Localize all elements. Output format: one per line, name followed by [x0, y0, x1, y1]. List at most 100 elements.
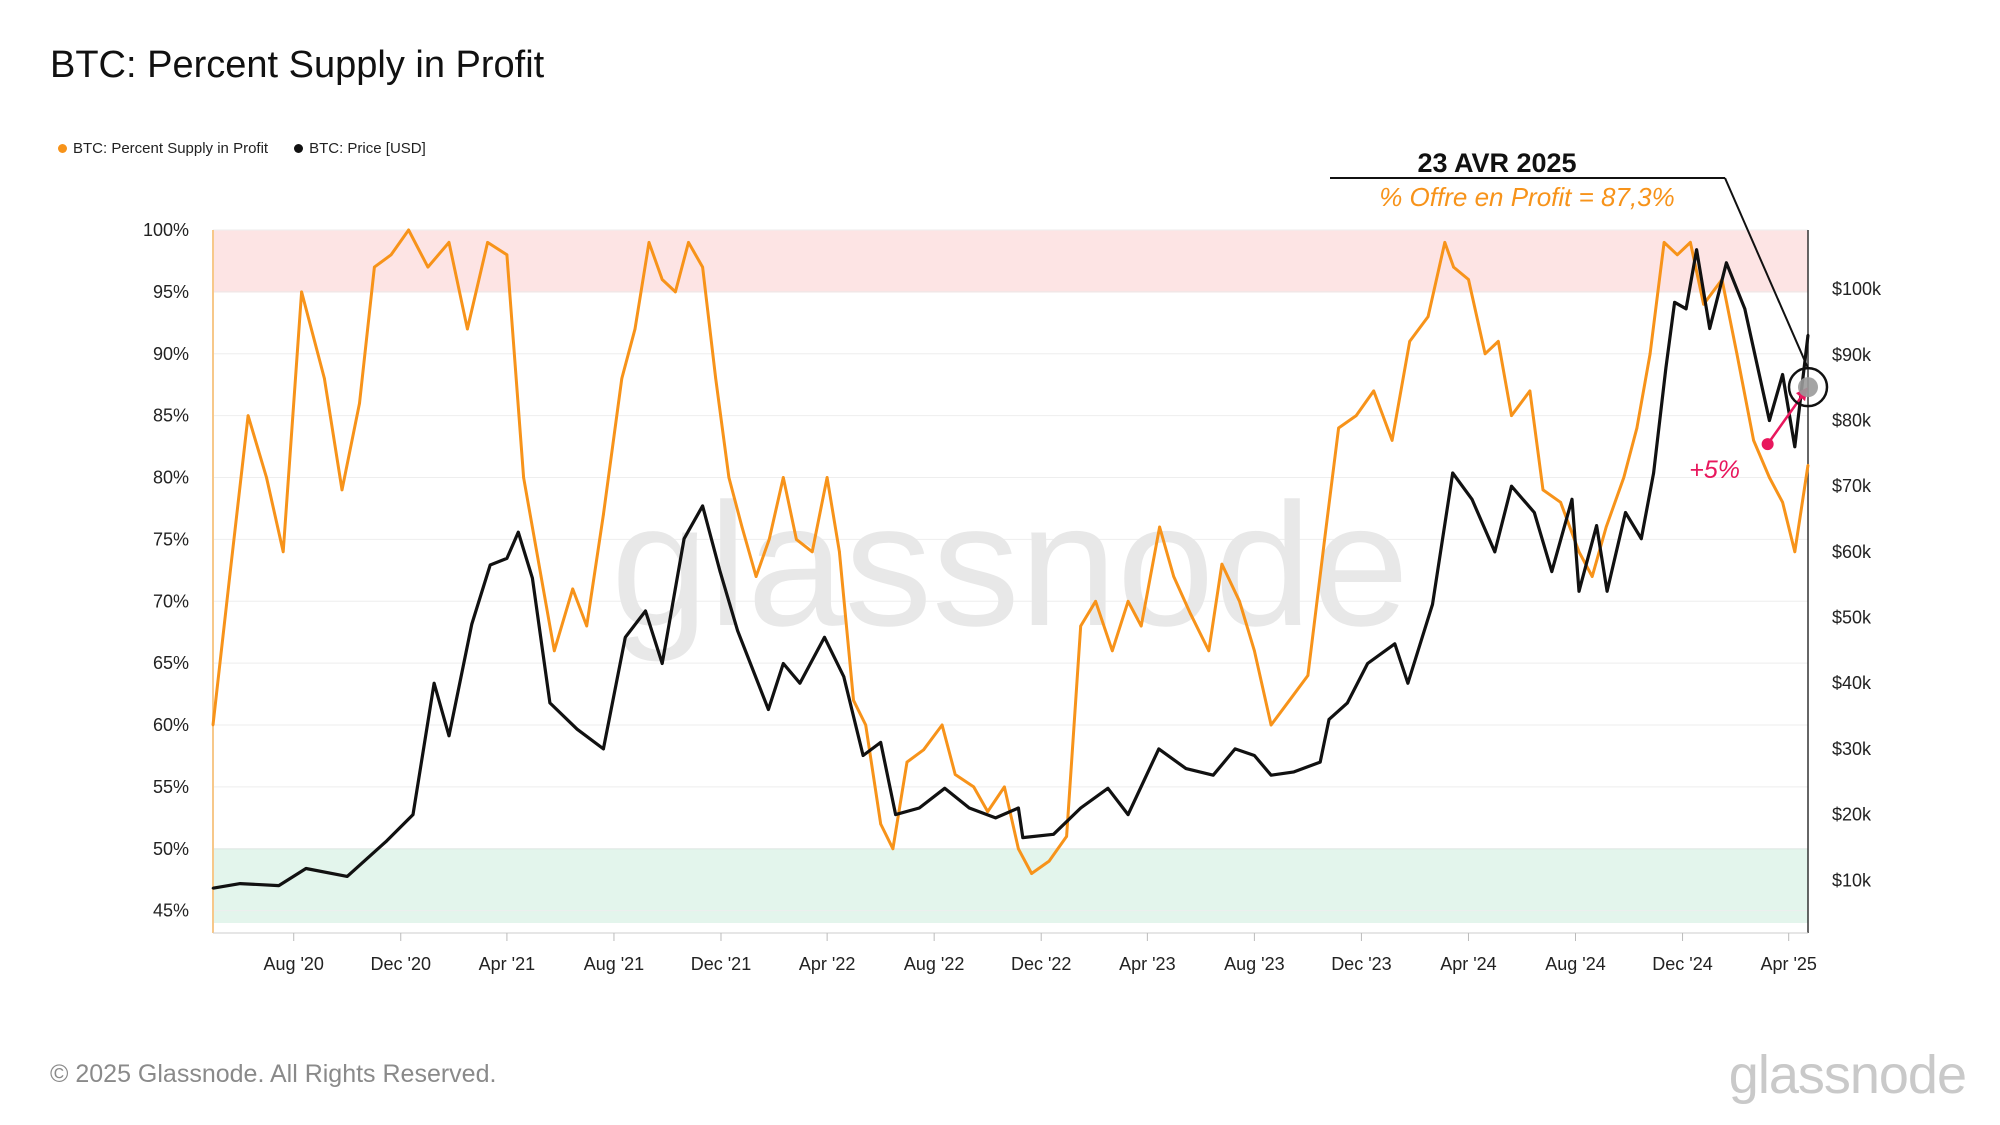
x-tick-label: Apr '22 [799, 954, 855, 974]
y-right-tick-label: $50k [1832, 608, 1872, 628]
price-point [1695, 248, 1698, 252]
price-point [718, 570, 722, 573]
x-tick-label: Aug '22 [904, 954, 965, 974]
annotation-leader-diagonal [1724, 177, 1809, 369]
y-left-tick-label: 70% [153, 591, 189, 611]
supply-point [1172, 575, 1175, 578]
price-point [1346, 701, 1349, 705]
footer-logo: glassnode [1728, 1045, 1967, 1105]
price-point [894, 813, 897, 816]
supply-point [1030, 872, 1033, 875]
supply-point [1017, 847, 1020, 851]
supply-point [602, 513, 605, 516]
supply-point [838, 550, 841, 554]
y-right-tick-label: $80k [1832, 410, 1872, 430]
x-tick-label: Dec '22 [1011, 954, 1071, 974]
price-point [1366, 662, 1369, 665]
supply-point [265, 476, 268, 479]
supply-point [891, 847, 895, 851]
price-point [1532, 511, 1536, 514]
supply-point [953, 773, 957, 776]
supply-point [447, 241, 451, 244]
price-point [1652, 471, 1655, 475]
series-price [212, 248, 1810, 890]
price-point [277, 884, 281, 887]
supply-point [727, 476, 731, 479]
supply-point [687, 241, 690, 244]
price-point [879, 741, 882, 744]
price-point [736, 629, 739, 632]
price-point [823, 635, 826, 639]
change-arrow-start-dot [1761, 438, 1774, 451]
price-point [1550, 570, 1554, 573]
supply-point [795, 538, 798, 541]
y-right-tick-label: $10k [1832, 870, 1872, 890]
price-point [1253, 754, 1256, 757]
supply-point [1238, 599, 1241, 603]
supply-point [373, 265, 376, 269]
y-right-tick-label: $100k [1832, 279, 1882, 299]
supply-point [246, 414, 250, 417]
supply-point [620, 377, 624, 380]
price-point [1126, 813, 1130, 816]
page-title: BTC: Percent Supply in Profit [50, 44, 545, 86]
price-point [1793, 445, 1797, 449]
x-tick-label: Aug '24 [1545, 954, 1606, 974]
y-left-tick-label: 100% [143, 220, 189, 240]
y-left-tick-label: 45% [153, 901, 189, 921]
price-point [575, 727, 579, 731]
y-left-tick-label: 55% [153, 777, 189, 797]
price-point [1684, 307, 1688, 311]
y-right-tick-label: $20k [1832, 805, 1872, 825]
price-point [1510, 484, 1513, 488]
price-point [1431, 603, 1434, 606]
y-left-tick-label: 85% [153, 406, 189, 426]
supply-point [552, 649, 556, 653]
supply-point [1110, 649, 1114, 653]
y-left-tick-label: 80% [153, 468, 189, 488]
supply-point [1768, 476, 1771, 479]
supply-point [1189, 612, 1192, 615]
y-right-tick-label: $60k [1832, 542, 1872, 562]
price-point [967, 806, 971, 810]
y-right-tick-label: $90k [1832, 345, 1872, 365]
supply-point [1220, 562, 1224, 566]
price-point [602, 747, 605, 751]
price-point [1106, 787, 1110, 790]
supply-point [1443, 241, 1447, 244]
supply-point [701, 265, 704, 269]
supply-point [1094, 599, 1097, 603]
price-point [1570, 498, 1574, 501]
price-point [1577, 589, 1581, 593]
supply-point [522, 476, 525, 479]
price-point [385, 839, 389, 843]
price-point [1269, 773, 1273, 777]
price-point [470, 622, 474, 626]
legend-item-price[interactable]: BTC: Price [USD] [294, 140, 426, 157]
legend-swatch-supply [58, 144, 67, 153]
supply-point [1577, 550, 1581, 554]
y-left-tick-label: 75% [153, 529, 189, 549]
watermark: glassnode [611, 468, 1409, 663]
axes-layer: 45% 50% 55% 60% 65% 70% 75% 80% 85% 90% 95% 100% $10… [143, 220, 1882, 974]
price-point [1327, 718, 1331, 721]
price-point [447, 734, 451, 738]
y-right-tick-label: $40k [1832, 673, 1872, 693]
x-tick-label: Dec '24 [1652, 954, 1712, 974]
legend-item-supply[interactable]: BTC: Percent Supply in Profit [58, 140, 268, 157]
supply-point [426, 265, 430, 269]
supply-point [1003, 785, 1006, 789]
highlight-marker [1787, 366, 1829, 408]
supply-point [323, 377, 326, 380]
supply-point [1662, 241, 1666, 244]
price-point [943, 787, 946, 790]
supply-point [486, 241, 489, 244]
price-point [682, 537, 686, 541]
supply-point [825, 476, 829, 479]
supply-point [571, 587, 575, 591]
price-point [701, 504, 704, 508]
x-tick-label: Apr '21 [479, 954, 535, 974]
supply-point [1467, 278, 1470, 281]
price-point [1806, 333, 1810, 337]
price-point [1406, 681, 1410, 685]
